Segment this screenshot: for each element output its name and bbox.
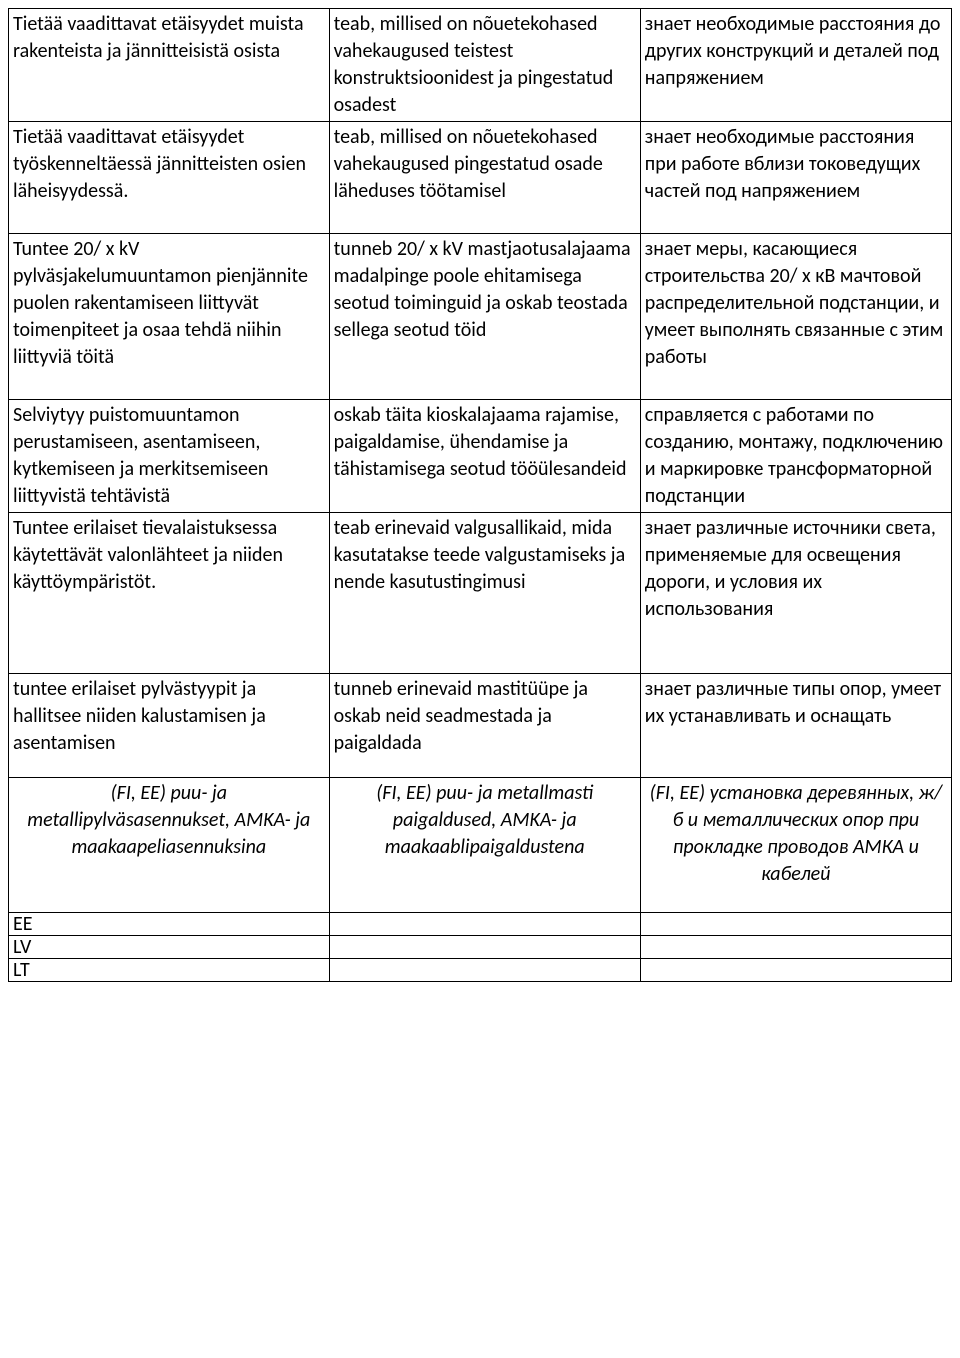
empty-cell	[329, 936, 640, 959]
table-row: Selviytyy puistomuuntamon perustamiseen,…	[9, 400, 952, 513]
cell-ee: teab, millised on nõuetekohased vahekaug…	[329, 122, 640, 234]
cell-ee: teab, millised on nõuetekohased vahekaug…	[329, 9, 640, 122]
empty-cell	[640, 913, 951, 936]
table-row: LT	[9, 959, 952, 982]
cell-ru: (FI, EE) установка деревянных, ж/б и мет…	[640, 778, 951, 913]
table-row: Tuntee erilaiset tievalaistuksessa käyte…	[9, 513, 952, 674]
cell-ru: знает меры, касающиеся строительства 20/…	[640, 234, 951, 400]
footer-label: EE	[9, 913, 330, 936]
table-row: EE	[9, 913, 952, 936]
empty-cell	[329, 959, 640, 982]
table-row: Tietää vaadittavat etäisyydet muista rak…	[9, 9, 952, 122]
table-row: Tietää vaadittavat etäisyydet työskennel…	[9, 122, 952, 234]
cell-fi: Tietää vaadittavat etäisyydet muista rak…	[9, 9, 330, 122]
table-row: Tuntee 20/ x kV pylväsjakelumuuntamon pi…	[9, 234, 952, 400]
cell-fi: Tuntee erilaiset tievalaistuksessa käyte…	[9, 513, 330, 674]
table-row: LV	[9, 936, 952, 959]
cell-ee: tunneb erinevaid mastitüüpe ja oskab nei…	[329, 674, 640, 778]
table-row: (FI, EE) puu- ja metallipylväsasennukset…	[9, 778, 952, 913]
cell-ee: (FI, EE) puu- ja metallmasti paigaldused…	[329, 778, 640, 913]
empty-cell	[329, 913, 640, 936]
cell-ru: знает необходимые расстояния при работе …	[640, 122, 951, 234]
cell-ru: знает необходимые расстояния до других к…	[640, 9, 951, 122]
cell-fi: Tuntee 20/ x kV pylväsjakelumuuntamon pi…	[9, 234, 330, 400]
table-row: tuntee erilaiset pylvästyypit ja hallits…	[9, 674, 952, 778]
cell-fi: Selviytyy puistomuuntamon perustamiseen,…	[9, 400, 330, 513]
empty-cell	[640, 959, 951, 982]
cell-fi: tuntee erilaiset pylvästyypit ja hallits…	[9, 674, 330, 778]
cell-ee: teab erinevaid valgusallikaid, mida kasu…	[329, 513, 640, 674]
cell-ru: знает различные источники света, применя…	[640, 513, 951, 674]
cell-ru: справляется с работами по созданию, монт…	[640, 400, 951, 513]
cell-ee: oskab täita kioskalajaama rajamise, paig…	[329, 400, 640, 513]
cell-fi: Tietää vaadittavat etäisyydet työskennel…	[9, 122, 330, 234]
cell-ee: tunneb 20/ x kV mastjaotusalajaama madal…	[329, 234, 640, 400]
cell-fi: (FI, EE) puu- ja metallipylväsasennukset…	[9, 778, 330, 913]
translation-table: Tietää vaadittavat etäisyydet muista rak…	[8, 8, 952, 982]
empty-cell	[640, 936, 951, 959]
footer-label: LT	[9, 959, 330, 982]
footer-label: LV	[9, 936, 330, 959]
cell-ru: знает различные типы опор, умеет их уста…	[640, 674, 951, 778]
